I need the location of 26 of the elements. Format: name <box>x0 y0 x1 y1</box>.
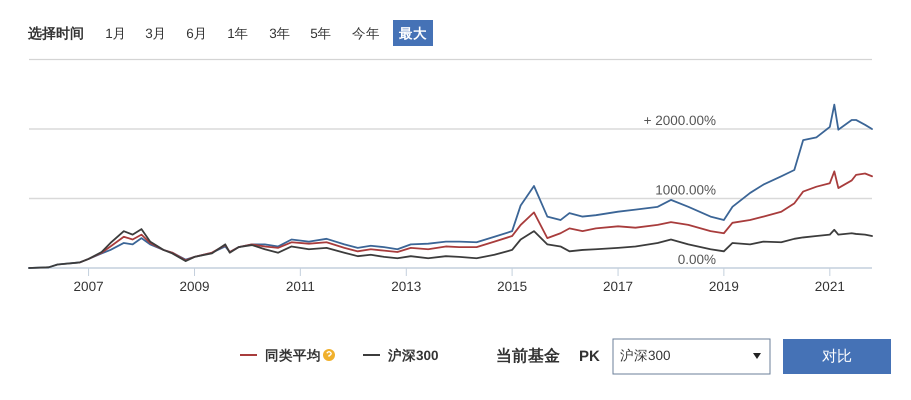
text: 3年 <box>269 26 291 41</box>
x-tick-label: 2017 <box>603 279 634 294</box>
text: 沪深300 <box>620 348 671 363</box>
text: PK <box>579 348 600 365</box>
text: 选择时间 <box>27 25 84 41</box>
text: 最大 <box>398 26 428 41</box>
text: 1月 <box>105 26 127 41</box>
text: 6月 <box>186 26 208 41</box>
text: 当前基金 <box>496 347 560 365</box>
text: 对比 <box>822 348 852 365</box>
x-tick-label: 2015 <box>497 279 528 294</box>
y-tick-label: + 2000.00% <box>644 113 716 128</box>
x-tick-label: 2007 <box>74 279 104 294</box>
text: 3月 <box>145 26 167 41</box>
x-tick-label: 2019 <box>708 279 739 294</box>
y-tick-label: 0.00% <box>678 252 716 267</box>
text: 今年 <box>352 26 380 41</box>
x-tick-label: 2021 <box>814 279 845 294</box>
x-tick-label: 2009 <box>180 279 210 294</box>
text: 1年 <box>227 26 249 41</box>
legend-label: 沪深300 <box>387 347 439 363</box>
text: 5年 <box>310 26 332 41</box>
legend-label: 同类平均 <box>265 348 321 363</box>
x-tick-label: 2013 <box>391 279 422 294</box>
y-tick-label: 1000.00% <box>655 182 716 198</box>
x-tick-label: 2011 <box>286 279 315 294</box>
